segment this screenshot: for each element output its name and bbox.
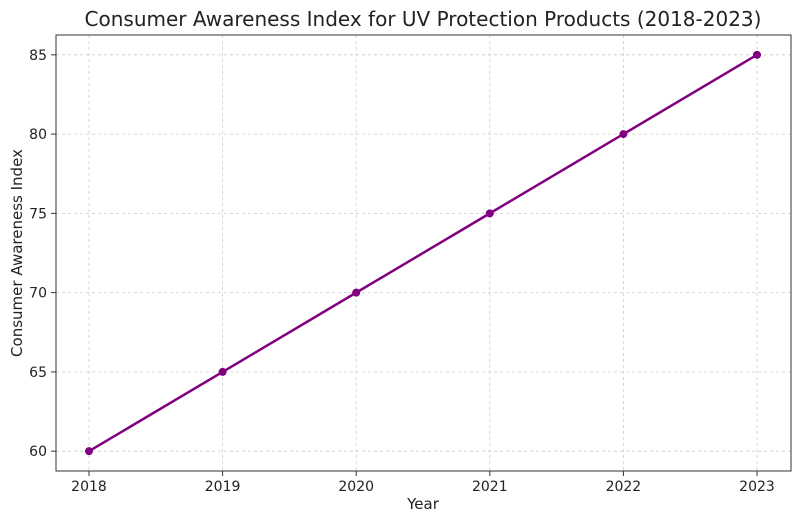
- y-tick-label: 75: [29, 206, 47, 222]
- x-tick-label: 2019: [205, 479, 241, 495]
- plot-frame: [55, 34, 792, 472]
- grid: [56, 35, 791, 471]
- y-tick-label: 60: [29, 444, 47, 460]
- series-layer: [85, 50, 761, 456]
- y-tick-label: 85: [29, 48, 47, 64]
- data-point: [218, 367, 227, 376]
- y-axis-label: Consumer Awareness Index: [8, 149, 26, 357]
- x-tick-label: 2020: [338, 479, 374, 495]
- data-point: [619, 130, 628, 139]
- y-tick-label: 80: [29, 127, 47, 143]
- y-tick-label: 65: [29, 365, 47, 381]
- data-point: [352, 288, 361, 297]
- y-axis: 60 65 70 75 80 85: [29, 48, 56, 460]
- y-tick-label: 70: [29, 286, 47, 302]
- x-tick-label: 2021: [472, 479, 508, 495]
- series-line: [87, 53, 759, 453]
- data-point: [85, 447, 93, 456]
- x-tick-label: 2018: [71, 479, 107, 495]
- data-point: [753, 50, 761, 59]
- x-tick-label: 2023: [739, 479, 775, 495]
- chart-title: Consumer Awareness Index for UV Protecti…: [85, 7, 762, 31]
- x-tick-label: 2022: [606, 479, 642, 495]
- data-point: [485, 209, 494, 218]
- x-axis: 2018 2019 2020 2021 2022 2023: [71, 471, 775, 495]
- x-axis-label: Year: [406, 495, 440, 513]
